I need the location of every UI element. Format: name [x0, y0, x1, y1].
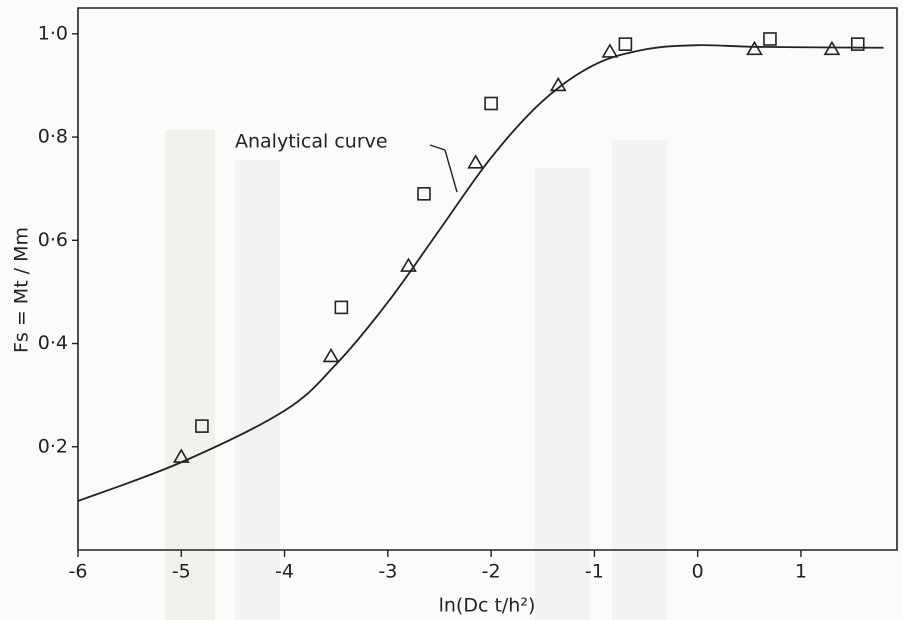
triangle-point: [549, 76, 567, 92]
annotation: Analytical curve: [235, 131, 388, 153]
square-point: [195, 419, 209, 433]
x-tick-label: -6: [69, 561, 88, 583]
background-smudge: [612, 140, 667, 620]
square-point: [334, 300, 349, 315]
square-point: [417, 187, 431, 201]
analytical-curve: [77, 44, 884, 502]
square-point: [484, 96, 498, 111]
y-tick-label: 0·4: [38, 332, 68, 354]
triangle-point: [322, 347, 340, 363]
x-tick-label: 0: [692, 561, 704, 583]
y-tick-label: 0·8: [38, 126, 68, 148]
background-smudge: [235, 160, 280, 620]
background-smudge: [535, 168, 590, 620]
triangle-point: [601, 43, 619, 58]
x-tick-label: -5: [172, 561, 191, 583]
square-point: [618, 37, 633, 51]
plot-frame: [77, 7, 898, 551]
triangle-point: [172, 448, 190, 463]
y-tick-label: 1·0: [38, 22, 68, 44]
x-tick-label: -1: [585, 561, 604, 583]
background-smudge: [165, 130, 215, 620]
square-point: [763, 32, 777, 46]
annotation-leader: [429, 144, 446, 151]
y-tick-label: 0·6: [38, 229, 68, 251]
x-tick-label: 1: [795, 561, 807, 583]
triangle-point: [823, 40, 841, 56]
x-tick-label: -4: [275, 561, 294, 583]
annotation-arrow: [444, 149, 458, 193]
triangle-point: [400, 257, 417, 272]
x-axis-label: ln(Dc t/h²): [439, 595, 536, 617]
triangle-point: [467, 154, 485, 169]
x-tick-label: -3: [378, 561, 397, 583]
y-tick-label: 0·2: [38, 435, 68, 457]
x-tick-label: -2: [482, 561, 501, 583]
y-axis-label: Fs = Mt / Mm: [11, 227, 33, 353]
triangle-point: [746, 40, 763, 56]
square-point: [850, 37, 865, 51]
